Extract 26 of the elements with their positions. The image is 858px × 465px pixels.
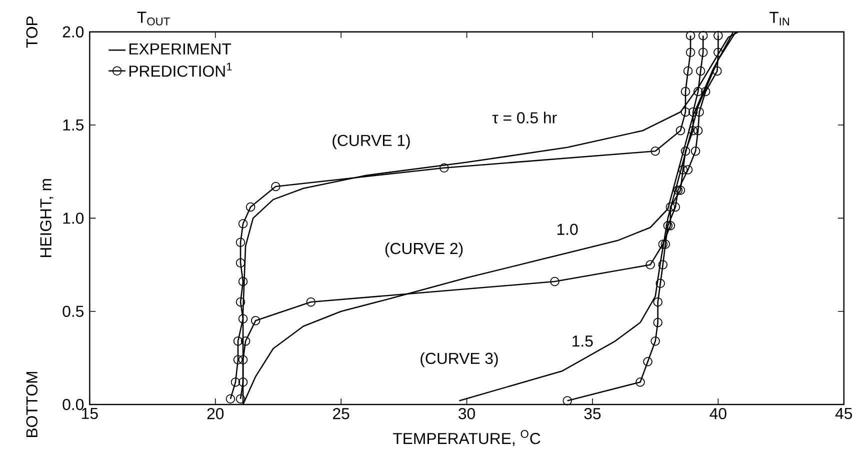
- annotation: (CURVE 2): [385, 242, 463, 258]
- annotation: (CURVE 3): [420, 352, 498, 368]
- annotation: 1.0: [558, 224, 578, 235]
- text: T$_{OUT}$: [137, 12, 170, 26]
- y-tick-label: 0.5: [62, 306, 84, 317]
- x-axis-title: TEMPERATURE, $^{O}$C: [393, 430, 540, 446]
- y-tick-label: 1.0: [63, 212, 84, 224]
- y-tick-label: 0.0: [62, 398, 84, 410]
- annotation: 1.5: [572, 335, 593, 347]
- y-axis-title: HEIGHT, m: [40, 178, 54, 257]
- legend-label: EXPERIMENT: [129, 43, 232, 54]
- y-tick-label: 2.0: [62, 26, 84, 38]
- y-tick-label: 1.5: [63, 119, 84, 130]
- text: BOTTOM: [26, 372, 38, 437]
- x-tick-label: 45: [835, 408, 852, 419]
- text: T$_{IN}$: [769, 12, 790, 26]
- annotation: (CURVE 1): [332, 134, 410, 150]
- annotation: τ = 0.5 hr: [492, 112, 557, 124]
- text: TOP: [26, 16, 38, 48]
- x-tick-label: 35: [584, 408, 601, 420]
- x-tick-label: 40: [710, 408, 726, 420]
- x-tick-label: 30: [458, 408, 475, 420]
- x-tick-label: 20: [207, 408, 224, 420]
- x-tick-label: 15: [82, 408, 98, 419]
- x-tick-label: 25: [333, 408, 350, 420]
- legend-label: PREDICTION$^{1}$: [129, 62, 232, 77]
